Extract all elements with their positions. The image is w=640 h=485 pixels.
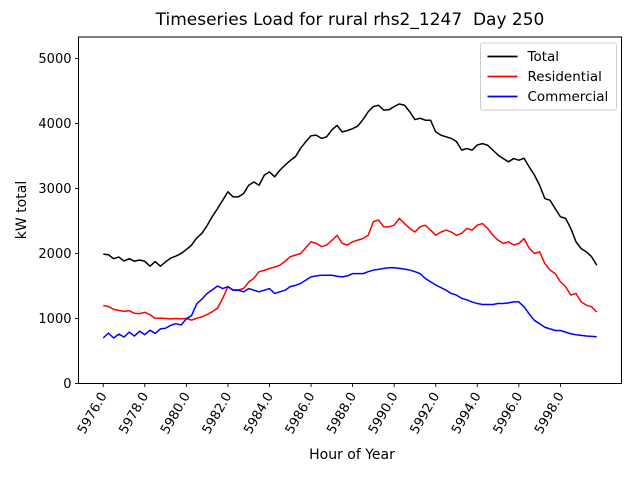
x-axis-label: Hour of Year: [309, 447, 395, 463]
y-tick-label: 3000: [38, 182, 71, 197]
y-tick-label: 0: [63, 377, 71, 392]
legend-label-total: Total: [527, 49, 560, 65]
series-line-total: [103, 103, 598, 267]
y-tick-label: 2000: [38, 247, 71, 262]
series-line-commercial: [102, 267, 597, 339]
y-tick-label: 1000: [38, 312, 71, 327]
legend: Total Residential Commercial: [480, 42, 617, 111]
y-tick-label: 4000: [38, 117, 71, 132]
series-line-residential: [103, 217, 598, 321]
y-axis-label: kW total: [14, 181, 30, 239]
series-lines: [102, 103, 598, 339]
y-tick-label: 5000: [38, 52, 71, 67]
chart-title: Timeseries Load for rural rhs2_1247 Day …: [155, 10, 545, 30]
legend-label-residential: Residential: [528, 69, 602, 85]
legend-box: [480, 42, 617, 111]
legend-label-commercial: Commercial: [528, 89, 609, 105]
axes-frame: [78, 36, 622, 384]
